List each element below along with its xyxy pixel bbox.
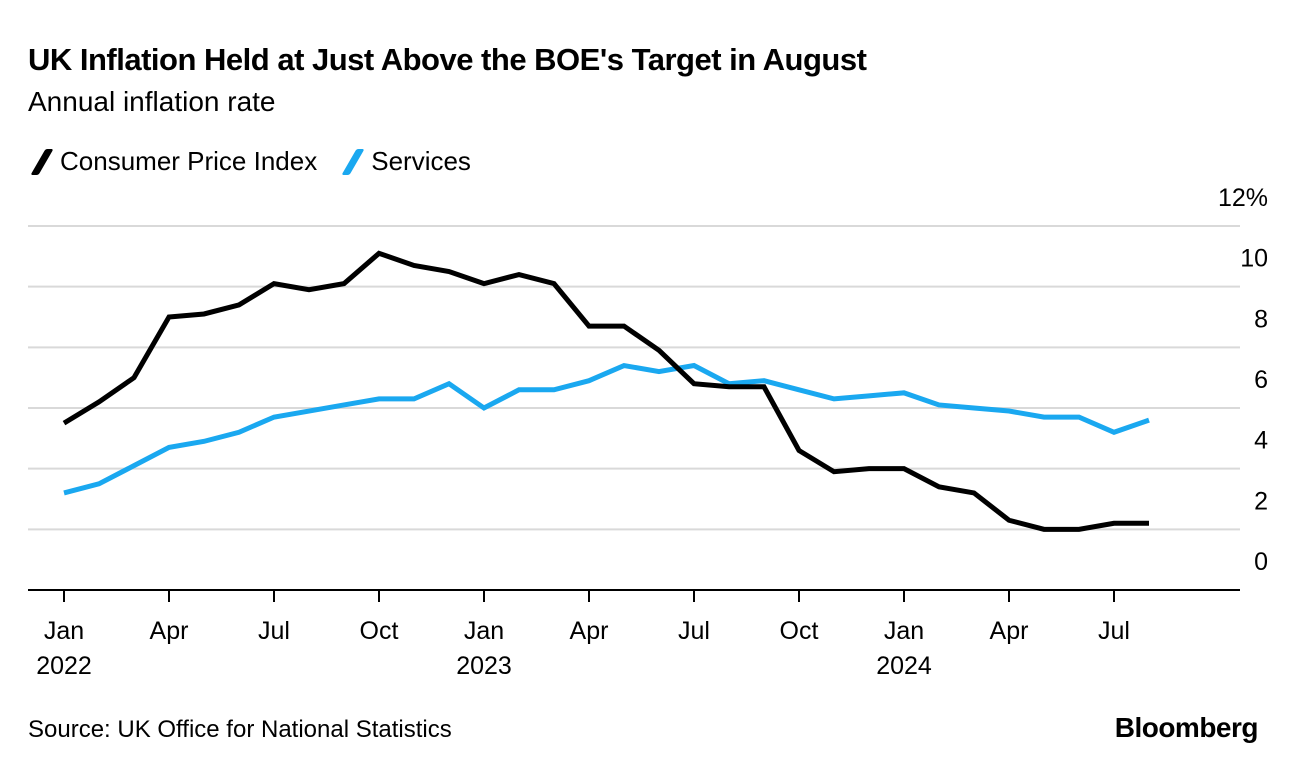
x-tick-label: Jan (464, 617, 504, 645)
y-tick-label: 6 (1254, 366, 1268, 394)
x-tick-label: Jan (884, 617, 924, 645)
x-tick-label: Oct (780, 617, 819, 645)
y-tick-label: 2 (1254, 487, 1268, 515)
series-line-services (63, 362, 1150, 496)
x-tick-year-label: 2023 (456, 652, 512, 680)
x-tick-label: Jul (1098, 617, 1130, 645)
x-tick-label: Apr (150, 617, 189, 645)
y-tick-label: 8 (1254, 305, 1268, 333)
x-tick-year-label: 2024 (876, 652, 932, 680)
x-tick-label: Jul (678, 617, 710, 645)
y-tick-label: 12% (1218, 184, 1268, 212)
legend: Consumer Price Index Services (28, 146, 493, 177)
chart-title: UK Inflation Held at Just Above the BOE'… (28, 42, 867, 77)
legend-label-cpi: Consumer Price Index (60, 146, 318, 176)
x-tick-label: Apr (990, 617, 1029, 645)
y-tick-label: 0 (1254, 548, 1268, 576)
source-note: Source: UK Office for National Statistic… (28, 716, 452, 743)
y-tick-label: 4 (1254, 427, 1268, 455)
legend-item-cpi: Consumer Price Index (28, 146, 317, 177)
x-tick-label: Apr (570, 617, 609, 645)
x-tick-label: Jul (258, 617, 290, 645)
y-tick-label: 10 (1240, 245, 1268, 273)
x-tick-year-label: 2022 (36, 652, 92, 680)
series-line-cpi (62, 250, 1149, 532)
bloomberg-logo: Bloomberg (1114, 712, 1259, 743)
x-tick-label: Jan (44, 617, 84, 645)
legend-item-services: Services (339, 146, 471, 177)
chart-subtitle: Annual inflation rate (28, 86, 276, 117)
x-tick-label: Oct (360, 617, 399, 645)
legend-label-services: Services (371, 146, 471, 176)
